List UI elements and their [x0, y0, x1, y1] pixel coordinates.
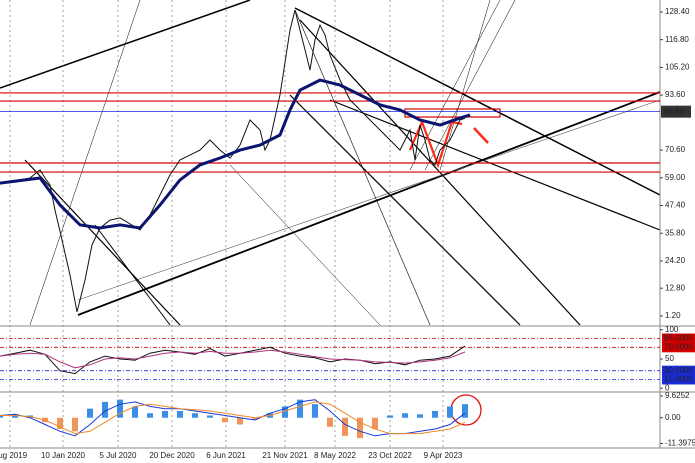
y-tick-label: 128.40 [665, 7, 690, 16]
trend-line [77, 99, 661, 301]
histogram-bar [387, 415, 393, 418]
y-tick-label: 0 [665, 383, 670, 392]
histogram-bar [372, 417, 378, 430]
histogram-bar [297, 399, 303, 418]
pattern-drawing [408, 119, 463, 169]
histogram-bar [132, 406, 138, 418]
x-tick-label: 10 Jan 2020 [41, 451, 86, 460]
series-line [0, 399, 466, 437]
y-tick-label: 50 [665, 354, 674, 363]
histogram-bar [327, 417, 333, 427]
x-tick-label: 23 Oct 2022 [368, 451, 412, 460]
y-tick-label: 100 [665, 325, 679, 334]
x-tick-label: 6 Jun 2021 [206, 451, 246, 460]
y-tick-label: 105.20 [665, 62, 690, 71]
arrow [473, 127, 489, 144]
x-tick-label: Aug 2019 [0, 451, 28, 460]
trend-line [229, 164, 381, 326]
y-tick-label: 35.80 [665, 228, 686, 237]
histogram-bar [57, 417, 63, 430]
histogram-bar [192, 413, 198, 418]
y-tick-label: 0.00 [665, 413, 681, 422]
y-tick-label: 1.20 [665, 311, 681, 320]
trend-line [294, 9, 431, 326]
x-tick-label: 20 Dec 2020 [149, 451, 195, 460]
histogram-bar [147, 413, 153, 418]
level-label-box [662, 333, 695, 344]
histogram-bar [102, 401, 108, 418]
histogram-bar [432, 410, 438, 418]
level-label-box [662, 374, 695, 385]
trend-line [329, 99, 661, 231]
series-line [0, 9, 466, 313]
trend-line [77, 91, 661, 316]
y-tick-label: 9.6252 [665, 391, 690, 400]
x-tick-label: 9 Apr 2023 [424, 451, 463, 460]
histogram-bar [72, 417, 78, 432]
histogram-bar [222, 417, 228, 423]
y-tick-label: -11.3975 [665, 439, 695, 448]
histogram-bar [177, 410, 183, 418]
histogram-bar [237, 417, 243, 425]
y-tick-label: 15.0000 [664, 375, 693, 384]
y-tick-label: 59.00 [665, 173, 686, 182]
x-tick-label: 5 Jul 2020 [100, 451, 137, 460]
histogram-bar [462, 404, 468, 418]
y-tick-label: 24.20 [665, 256, 686, 265]
histogram-bar [207, 415, 213, 418]
y-tick-label: 116.80 [665, 35, 689, 44]
histogram-bar [117, 399, 123, 418]
trend-line [289, 94, 521, 326]
histogram-bar [162, 410, 168, 418]
series-line [0, 349, 466, 369]
y-tick-label: 85.0000 [664, 334, 693, 343]
trend-line [424, 0, 516, 171]
last-price-box [661, 105, 691, 118]
histogram-bar [402, 413, 408, 418]
histogram-bar [87, 408, 93, 418]
histogram-bar [417, 414, 423, 418]
histogram-bar [252, 417, 258, 420]
histogram-bar [282, 406, 288, 418]
series-line [0, 78, 471, 230]
histogram-bar [342, 417, 348, 436]
level-label-box [662, 365, 695, 376]
y-tick-label: 70.0000 [664, 342, 693, 351]
x-tick-label: 8 May 2022 [314, 451, 356, 460]
histogram-bar [12, 414, 18, 418]
level-label-box [662, 342, 695, 353]
trend-line [94, 224, 171, 326]
series-line [0, 401, 466, 435]
histogram-bar [312, 404, 318, 418]
histogram-bar [447, 406, 453, 418]
histogram-bar [357, 417, 363, 439]
y-tick-label: 30.0000 [664, 366, 693, 375]
y-tick-label: 93.60 [665, 90, 686, 99]
histogram-bar [0, 415, 3, 418]
y-tick-label: 47.40 [665, 201, 686, 210]
y-tick-label: 12.80 [665, 283, 686, 292]
y-tick-label: 70.60 [665, 145, 686, 154]
last-price-label: 86.68 [664, 107, 685, 116]
x-tick-label: 21 Nov 2021 [262, 451, 308, 460]
